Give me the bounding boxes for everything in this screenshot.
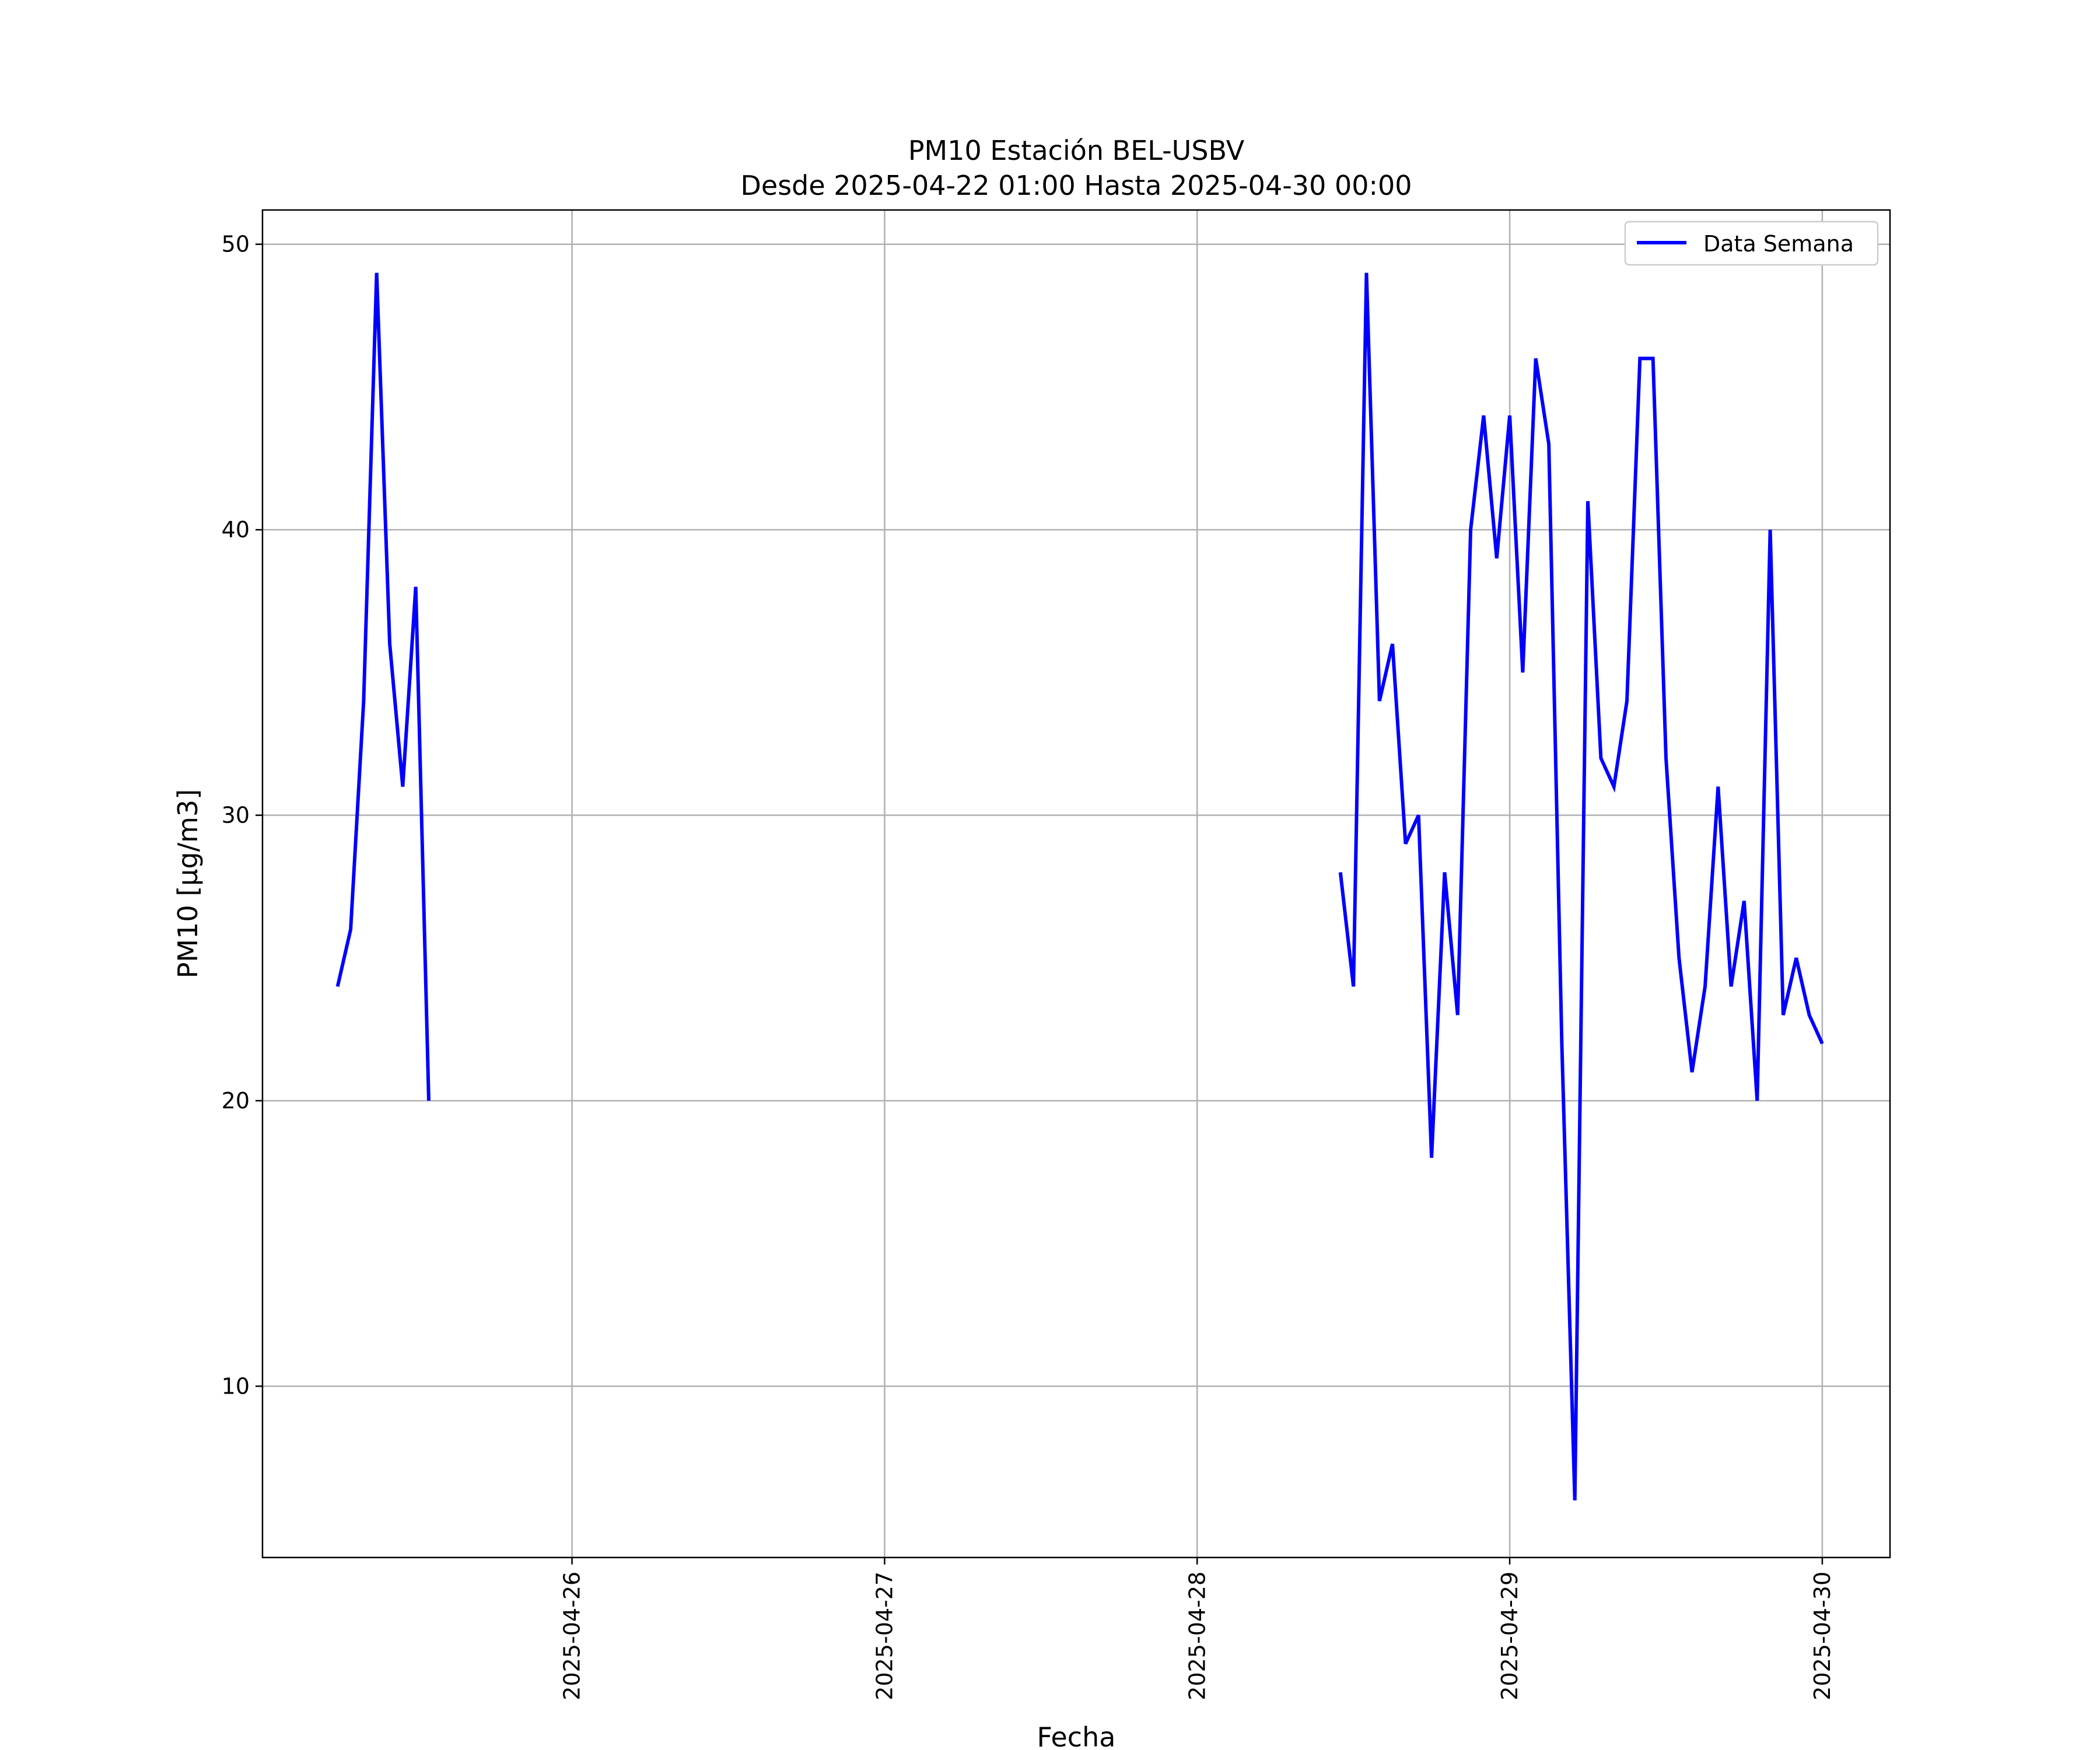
y-tick-label-50: 50 [222, 232, 250, 257]
legend-label-data-semana: Data Semana [1703, 231, 1854, 257]
x-axis-ticks: 2025-04-26 2025-04-27 2025-04-28 2025-04-29… [559, 1558, 1835, 1700]
y-axis-label: PM10 [μg/m3] [172, 789, 204, 979]
x-tick-label-2025-04-29: 2025-04-29 [1497, 1572, 1522, 1700]
series-line-segment-1 [335, 272, 430, 1101]
chart-title: PM10 Estación BEL-USBV [908, 135, 1245, 166]
series-data-semana [335, 272, 1824, 1501]
y-axis-ticks: 10 20 30 40 50 [222, 232, 262, 1399]
x-tick-label-2025-04-30: 2025-04-30 [1810, 1572, 1835, 1700]
series-line-segment-2 [1338, 272, 1824, 1501]
x-tick-label-2025-04-27: 2025-04-27 [872, 1572, 897, 1700]
y-tick-label-20: 20 [222, 1088, 250, 1114]
plot-area [262, 210, 1890, 1558]
y-tick-label-30: 30 [222, 803, 250, 828]
plot-frame [261, 209, 1891, 1559]
legend: Data Semana [1624, 220, 1879, 266]
x-tick-label-2025-04-26: 2025-04-26 [559, 1572, 585, 1700]
y-tick-label-40: 40 [222, 517, 250, 542]
x-tick-label-2025-04-28: 2025-04-28 [1184, 1572, 1210, 1700]
y-tick-label-10: 10 [222, 1373, 250, 1399]
x-axis-label: Fecha [1037, 1721, 1116, 1750]
chart-subtitle: Desde 2025-04-22 01:00 Hasta 2025-04-30 … [740, 170, 1412, 201]
legend-box [1624, 220, 1879, 266]
